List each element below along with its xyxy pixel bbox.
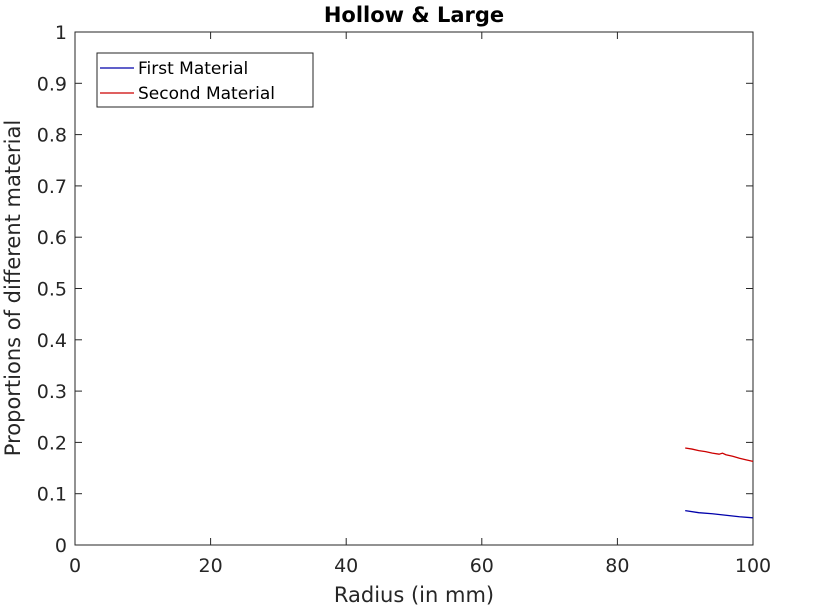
- series-layer: [685, 447, 754, 519]
- x-tick-label: 20: [199, 555, 223, 577]
- legend-box: [96, 52, 314, 108]
- chart-title: Hollow & Large: [324, 3, 504, 27]
- y-tick-label: 0.4: [37, 330, 67, 352]
- x-tick-label: 60: [470, 555, 494, 577]
- x-tick-label: 80: [605, 555, 629, 577]
- y-tick-label: 0.5: [37, 279, 67, 301]
- y-tick-label: 0.6: [37, 227, 67, 249]
- y-tick-label: 0.9: [37, 73, 67, 95]
- plot-area: [74, 31, 754, 546]
- y-tick-label: 0.3: [37, 381, 67, 403]
- y-tick-label: 0.7: [37, 176, 67, 198]
- legend-label-second-material: Second Material: [138, 84, 275, 104]
- y-tick-label: 0.2: [37, 432, 67, 454]
- y-tick-label: 1: [55, 22, 67, 44]
- y-tick-label: 0: [55, 535, 67, 557]
- x-tick-label: 100: [735, 555, 771, 577]
- ticks-layer: 0 20 40 60 80 100 0 0.1 0.2 0.3 0.4 0.5 0.6 0.7 0.8 0.9…: [37, 22, 771, 577]
- y-tick-label: 0.1: [37, 484, 67, 506]
- x-axis-label: Radius (in mm): [334, 583, 494, 607]
- y-tick-label: 0.8: [37, 125, 67, 147]
- x-tick-label: 40: [334, 555, 358, 577]
- legend-label-first-material: First Material: [138, 59, 248, 79]
- y-axis-label: Proportions of different material: [1, 120, 25, 456]
- x-tick-label: 0: [69, 555, 81, 577]
- legend: First Material Second Material: [96, 52, 314, 108]
- series-line-first-material: [685, 509, 754, 519]
- series-line-second-material: [685, 447, 754, 463]
